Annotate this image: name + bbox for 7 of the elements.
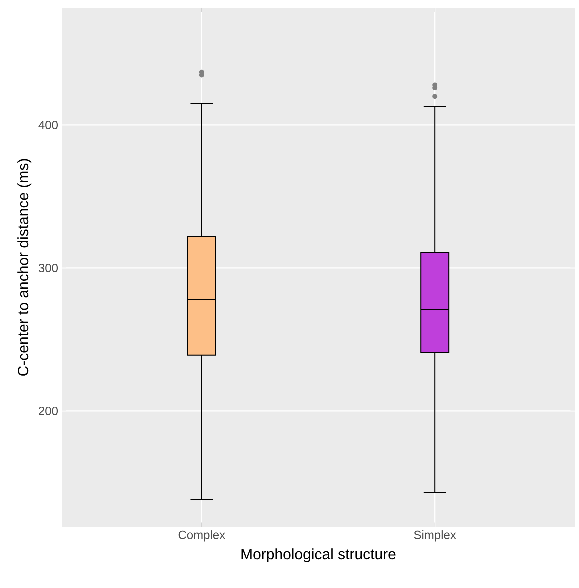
y-axis-title: C-center to anchor distance (ms) [18,159,32,376]
x-tick-label: Complex [178,530,226,542]
y-tick-label: 200 [39,406,58,416]
y-tick-label: 300 [38,264,58,272]
x-tick-label: Simplex [414,530,456,542]
x-axis-title: Morphological structure [242,548,396,563]
y-tick-label: 400 [38,120,58,130]
